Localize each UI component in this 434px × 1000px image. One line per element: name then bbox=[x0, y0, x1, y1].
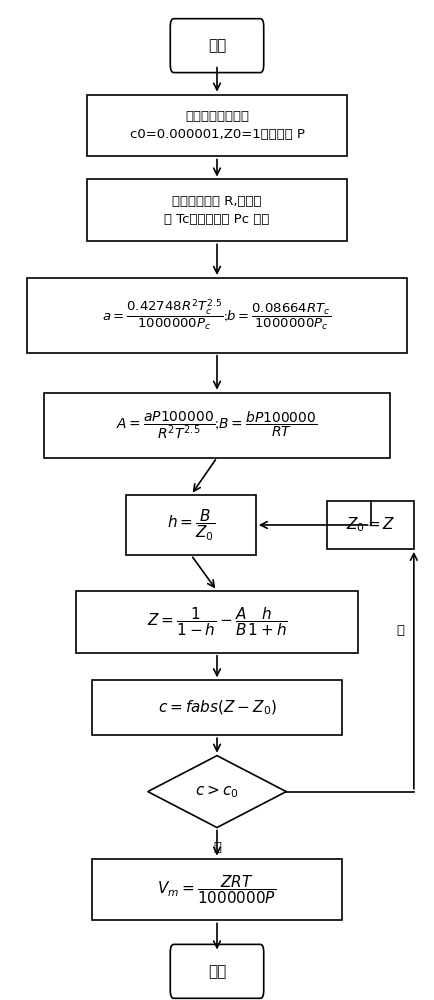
Text: $c>c_0$: $c>c_0$ bbox=[195, 783, 239, 800]
Bar bbox=[126, 495, 256, 555]
FancyBboxPatch shape bbox=[170, 19, 264, 73]
Text: 开始: 开始 bbox=[208, 38, 226, 53]
Text: $V_m=\dfrac{ZRT}{1000000P}$: $V_m=\dfrac{ZRT}{1000000P}$ bbox=[158, 873, 276, 906]
Text: $c=fabs\left(Z-Z_0\right)$: $c=fabs\left(Z-Z_0\right)$ bbox=[158, 699, 276, 717]
Text: 输入气体常数 R,临界温
度 Tc，临界压力 Pc 的值: 输入气体常数 R,临界温 度 Tc，临界压力 Pc 的值 bbox=[164, 195, 270, 226]
Text: $h=\dfrac{B}{Z_0}$: $h=\dfrac{B}{Z_0}$ bbox=[167, 507, 215, 543]
Bar bbox=[92, 859, 342, 920]
Text: 否: 否 bbox=[213, 841, 221, 854]
Text: $Z_0=Z$: $Z_0=Z$ bbox=[346, 516, 395, 534]
Text: $a=\dfrac{0.42748R^2T_c^{2.5}}{1000000P_c}$;$b=\dfrac{0.08664RT_c}{1000000P_c}$: $a=\dfrac{0.42748R^2T_c^{2.5}}{1000000P_… bbox=[102, 298, 332, 333]
Bar bbox=[26, 278, 408, 353]
Polygon shape bbox=[148, 756, 286, 828]
Bar bbox=[76, 591, 358, 653]
Bar bbox=[87, 95, 347, 156]
Text: $A=\dfrac{aP100000}{R^2T^{2.5}}$;$B=\dfrac{bP100000}{RT}$: $A=\dfrac{aP100000}{R^2T^{2.5}}$;$B=\dfr… bbox=[116, 409, 318, 441]
Bar bbox=[44, 393, 390, 458]
Text: 输入作为判断的差
c0=0.000001,Z0=1，压力值 P: 输入作为判断的差 c0=0.000001,Z0=1，压力值 P bbox=[129, 110, 305, 141]
Text: 是: 是 bbox=[397, 624, 405, 637]
FancyBboxPatch shape bbox=[170, 944, 264, 998]
Bar bbox=[92, 680, 342, 735]
Text: $Z=\dfrac{1}{1-h}-\dfrac{A}{B}\dfrac{h}{1+h}$: $Z=\dfrac{1}{1-h}-\dfrac{A}{B}\dfrac{h}{… bbox=[147, 605, 287, 638]
Text: 结束: 结束 bbox=[208, 964, 226, 979]
Bar bbox=[327, 501, 414, 549]
Bar bbox=[87, 179, 347, 241]
